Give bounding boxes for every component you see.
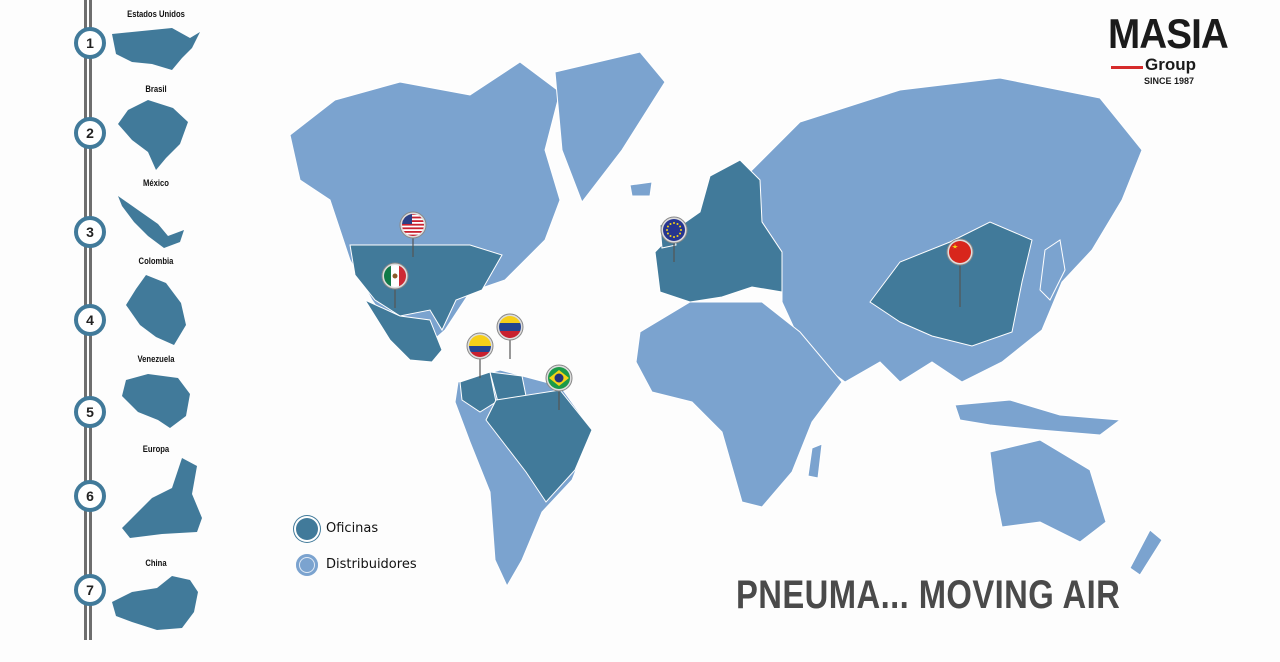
step-1: 1 [74,27,106,59]
slogan: PNEUMA... MOVING AIR [736,573,1121,617]
location-silhouette [118,100,188,170]
location-label: Venezuela [137,354,175,364]
location-silhouette [126,275,186,345]
offices-swatch-icon [296,518,318,540]
region-europe [654,159,783,303]
country-mexico [363,298,443,363]
legend-label: Oficinas [326,521,379,536]
location-label: Europa [142,444,170,454]
step-7: 7 [74,574,106,606]
region-greenland [554,51,666,204]
location-label: Brasil [145,84,167,94]
venezuela-flag-pin[interactable] [496,313,524,359]
step-3: 3 [74,216,106,248]
location-label: China [145,558,167,568]
eu-flag-icon [663,219,685,241]
region-australia [989,439,1107,543]
step-6: 6 [74,480,106,512]
brazil-flag-pin[interactable] [545,364,573,410]
location-silhouette [122,458,202,538]
country-china [869,221,1033,347]
colombia-flag-pin[interactable] [466,332,494,378]
region-africa [635,301,843,508]
logo-red-line [1111,66,1143,69]
step-2: 2 [74,117,106,149]
brazil-flag-icon [548,367,570,389]
location-label: Colombia [138,256,174,266]
logo-name: MASIA [1108,10,1229,57]
region-japan [1039,239,1066,301]
venezuela-flag-icon [499,316,521,338]
step-5: 5 [74,396,106,428]
region-north-america [289,61,561,353]
legend-label: Distribuidores [326,557,417,572]
location-silhouette [112,28,200,70]
logo-since: SINCE 1987 [1144,76,1195,86]
usa-flag-pin[interactable] [399,211,427,257]
mexico-flag-pin[interactable] [381,262,409,308]
distributors-swatch-icon [296,554,318,576]
masia-group-logo: MASIA Group SINCE 1987 [1108,10,1248,90]
world-map [289,51,1163,588]
region-asia [749,77,1143,383]
colombia-flag-icon [469,335,491,357]
china-flag-pin[interactable] [946,238,974,307]
region-indonesia [954,399,1122,436]
location-label: Estados Unidos [127,9,185,19]
region-madagascar [807,443,823,479]
location-label: México [143,178,169,188]
china-flag-icon [949,241,971,263]
usa-flag-icon [402,214,424,236]
mexico-flag-icon [384,265,406,287]
logo-sub: Group [1145,55,1196,74]
location-silhouette [118,196,184,248]
country-brazil [485,389,593,503]
location-silhouette [122,374,190,428]
location-silhouette [112,576,198,630]
region-iceland [629,181,653,197]
region-new-zealand [1129,529,1163,576]
country-colombia [459,371,497,413]
eu-flag-pin[interactable] [660,216,688,262]
step-4: 4 [74,304,106,336]
